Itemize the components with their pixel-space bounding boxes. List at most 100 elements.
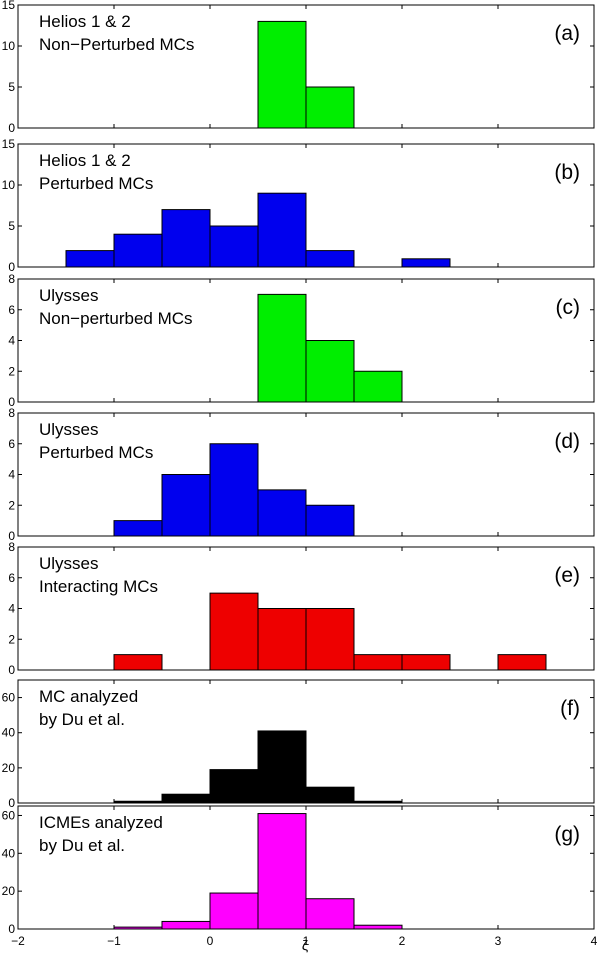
y-tick-label: 40 — [2, 846, 16, 860]
x-tick-label: −2 — [11, 934, 25, 948]
histogram-bar — [305, 86, 355, 129]
histogram-panel-g: 0 20 40 60 ICMEs analyzed by Du et al. (g) — [2, 805, 595, 936]
y-tick-label: 4 — [8, 334, 15, 348]
histogram-bar — [353, 800, 403, 804]
y-tick-label: 8 — [8, 406, 15, 420]
panel-tag: (c) — [556, 296, 581, 319]
y-tick-label: 5 — [8, 80, 15, 94]
histogram-panel-c: 0 2 4 6 8 Ulysses Non−perturbed MCs (c) — [8, 272, 595, 409]
panel-annotation-line: Non−perturbed MCs — [39, 309, 193, 328]
y-tick-label: 10 — [2, 39, 16, 53]
y-tick-label: 20 — [2, 761, 16, 775]
panel-annotation-line: Perturbed MCs — [39, 443, 153, 462]
histogram-bar — [113, 654, 163, 671]
y-tick-label: 6 — [8, 571, 15, 585]
y-tick-label: 60 — [2, 691, 16, 705]
panel-annotation-line: Ulysses — [39, 420, 99, 439]
y-tick-label: 8 — [8, 272, 15, 286]
panel-tag: (d) — [554, 430, 580, 453]
histogram-bar — [353, 370, 403, 403]
y-tick-label: 60 — [2, 808, 16, 822]
histogram-bar — [161, 209, 211, 268]
panel-tag: (b) — [554, 161, 580, 184]
panel-annotation-line: Ulysses — [39, 286, 99, 305]
panel-annotation-line: MC analyzed — [39, 687, 138, 706]
y-tick-label: 4 — [8, 468, 15, 482]
panel-annotation-line: ICMEs analyzed — [39, 813, 163, 832]
y-tick-label: 5 — [8, 219, 15, 233]
histogram-bar — [353, 654, 403, 671]
histogram-bar — [161, 793, 211, 804]
histogram-panel-d: 0 2 4 6 8 Ulysses Perturbed MCs (d) — [8, 406, 595, 543]
histogram-panel-f: 0 20 40 60 MC analyzed by Du et al. (f) — [2, 679, 595, 810]
histogram-bar — [113, 233, 163, 268]
histogram-bar — [305, 340, 355, 403]
y-tick-label: 0 — [8, 529, 15, 543]
histogram-bar — [161, 920, 211, 930]
histogram-bar — [257, 293, 307, 403]
histogram-panel-e: 0 2 4 6 8 Ulysses Interacting MCs (e) — [8, 540, 595, 677]
histogram-bar — [305, 504, 355, 537]
x-tick-label: −1 — [107, 934, 121, 948]
panel-annotation-line: Non−Perturbed MCs — [39, 35, 194, 54]
panel-annotation-line: Helios 1 & 2 — [39, 151, 131, 170]
x-tick-label: 3 — [495, 934, 502, 948]
y-tick-label: 6 — [8, 303, 15, 317]
y-tick-label: 0 — [8, 922, 15, 936]
panel-annotation-line: Interacting MCs — [39, 577, 158, 596]
panel-annotation-line: by Du et al. — [39, 836, 125, 855]
histogram-panel-b: 0 5 10 15 Helios 1 & 2 Perturbed MCs (b) — [2, 137, 595, 274]
histogram-bar — [401, 654, 451, 671]
x-tick-label: 0 — [207, 934, 214, 948]
histogram-bar — [113, 520, 163, 537]
panel-tag: (f) — [560, 697, 580, 720]
panel-tag: (a) — [554, 22, 580, 45]
x-tick-label: 4 — [591, 934, 598, 948]
histogram-bar — [257, 20, 307, 129]
histogram-bar — [161, 474, 211, 537]
panel-tag: (g) — [554, 823, 580, 846]
y-tick-label: 0 — [8, 395, 15, 409]
x-axis-label: ζ — [302, 937, 308, 953]
histogram-bar — [257, 192, 307, 268]
panel-tag: (e) — [554, 564, 580, 587]
panels: 0 5 10 15 Helios 1 & 2 Non−Perturbed MCs (a) 0 5… — [2, 0, 595, 936]
panel-annotation-line: by Du et al. — [39, 710, 125, 729]
histogram-bar — [113, 800, 163, 804]
histogram-bar — [353, 924, 403, 930]
histogram-bar — [209, 225, 259, 268]
y-tick-label: 4 — [8, 602, 15, 616]
y-tick-label: 6 — [8, 437, 15, 451]
y-tick-label: 0 — [8, 796, 15, 810]
y-tick-label: 8 — [8, 540, 15, 554]
x-axis: −2 −1 0 1 2 3 4 — [11, 934, 598, 948]
histogram-bar — [257, 489, 307, 537]
histogram-bar — [209, 443, 259, 537]
histogram-bar — [305, 608, 355, 671]
y-tick-label: 10 — [2, 178, 16, 192]
y-tick-label: 2 — [8, 498, 15, 512]
histogram-bar — [209, 592, 259, 671]
histogram-bar — [257, 608, 307, 671]
histogram-panel-a: 0 5 10 15 Helios 1 & 2 Non−Perturbed MCs (a) — [2, 0, 595, 135]
histogram-bar — [257, 813, 307, 930]
histogram-bar — [113, 926, 163, 930]
y-tick-label: 15 — [2, 0, 16, 12]
y-tick-label: 20 — [2, 884, 16, 898]
histogram-bar — [65, 250, 115, 268]
y-tick-label: 2 — [8, 364, 15, 378]
histogram-bar — [305, 786, 355, 804]
y-tick-label: 2 — [8, 632, 15, 646]
histogram-bar — [497, 654, 547, 671]
x-tick-label: 1 — [303, 934, 310, 948]
panel-annotation-line: Perturbed MCs — [39, 174, 153, 193]
histogram-bar — [305, 250, 355, 268]
histogram-bar — [257, 730, 307, 804]
x-tick-label: 2 — [399, 934, 406, 948]
y-tick-label: 0 — [8, 663, 15, 677]
panel-annotation-line: Helios 1 & 2 — [39, 12, 131, 31]
histogram-bar — [401, 258, 451, 268]
histogram-bar — [305, 898, 355, 930]
panel-annotation-line: Ulysses — [39, 554, 99, 573]
